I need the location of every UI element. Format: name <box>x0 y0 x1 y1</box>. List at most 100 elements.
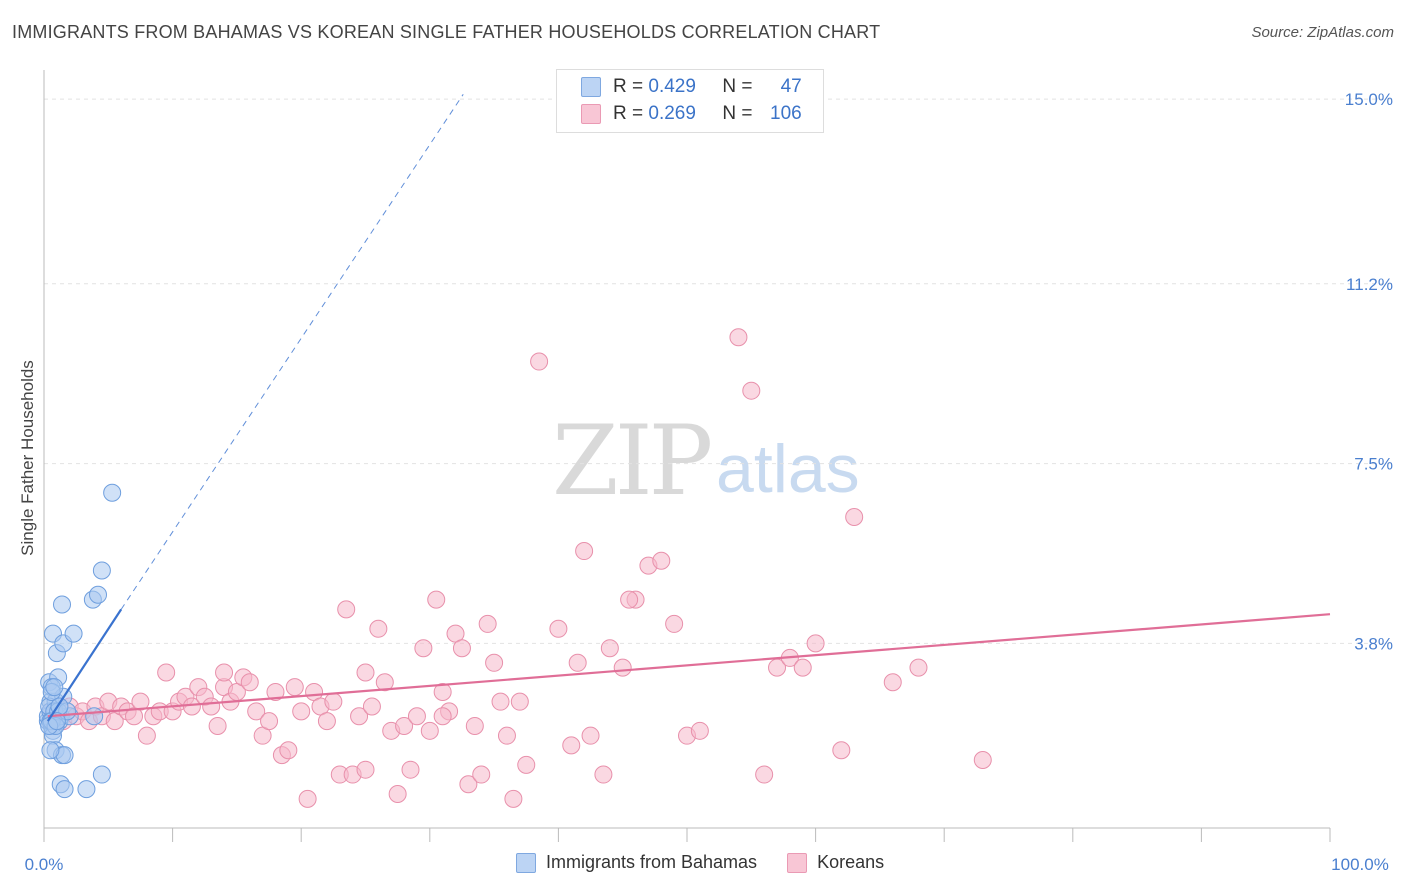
y-tick-label: 7.5% <box>1354 455 1393 474</box>
korean-point <box>388 784 407 803</box>
series-legend-label: Koreans <box>817 852 885 872</box>
y-tick-label: 11.2% <box>1346 275 1393 294</box>
korean-point <box>562 736 581 755</box>
korean-point <box>832 741 851 760</box>
korean-point <box>465 716 484 735</box>
korean-point <box>478 614 497 633</box>
korean-point <box>575 542 594 561</box>
bahamas-point <box>41 741 60 760</box>
stats-legend: R = 0.429 N = 47 R = 0.269 N = 106 <box>556 69 824 133</box>
korean-point <box>581 726 600 745</box>
bahamas-point <box>89 585 108 604</box>
korean-point <box>260 712 279 731</box>
korean-point <box>485 653 504 672</box>
series-legend-koreans[interactable]: Koreans <box>787 852 884 873</box>
legend-r-value: 0.429 <box>648 76 696 97</box>
korean-point <box>459 775 478 794</box>
korean-point <box>350 707 369 726</box>
bahamas-point <box>92 561 111 580</box>
korean-point <box>729 328 748 347</box>
korean-point <box>401 760 420 779</box>
bahamas-point <box>77 780 96 799</box>
legend-r-label: R = <box>613 103 649 124</box>
korean-point <box>690 721 709 740</box>
bahamas-point <box>45 678 64 697</box>
legend-n-label: N = <box>722 76 758 97</box>
korean-point <box>215 663 234 682</box>
korean-point <box>208 716 227 735</box>
series-legend-bahamas[interactable]: Immigrants from Bahamas <box>516 852 757 873</box>
legend-n-value: 106 <box>770 103 802 124</box>
korean-point <box>375 673 394 692</box>
legend-swatch-bahamas <box>581 77 601 97</box>
korean-point <box>202 697 221 716</box>
x-tick-label-min: 0.0% <box>25 855 64 874</box>
bahamas-point <box>53 595 72 614</box>
korean-point <box>665 614 684 633</box>
korean-point <box>433 707 452 726</box>
korean-point <box>427 590 446 609</box>
korean-point <box>568 653 587 672</box>
series-legend: Immigrants from Bahamas Koreans <box>516 852 914 873</box>
korean-point <box>594 765 613 784</box>
korean-point <box>491 692 510 711</box>
series-swatch-koreans <box>787 852 808 873</box>
korean-point <box>279 741 298 760</box>
series-legend-label: Immigrants from Bahamas <box>546 852 758 872</box>
bahamas-point <box>64 624 83 643</box>
legend-row-koreans: R = 0.269 N = 106 <box>581 102 802 126</box>
korean-point <box>395 716 414 735</box>
legend-row-bahamas: R = 0.429 N = 47 <box>581 75 802 99</box>
korean-point <box>407 707 426 726</box>
bahamas-point <box>92 765 111 784</box>
chart-title: IMMIGRANTS FROM BAHAMAS VS KOREAN SINGLE… <box>12 22 881 42</box>
korean-point <box>755 765 774 784</box>
korean-point <box>620 590 639 609</box>
korean-point <box>324 692 343 711</box>
korean-point <box>369 619 388 638</box>
korean-point <box>356 663 375 682</box>
korean-point <box>793 658 812 677</box>
korean-point <box>240 673 259 692</box>
korean-point <box>247 702 266 721</box>
korean-point <box>362 697 381 716</box>
korean-point <box>806 634 825 653</box>
korean-point <box>414 639 433 658</box>
korean-point <box>292 702 311 721</box>
korean-point <box>973 750 992 769</box>
watermark-zip: ZIP <box>552 405 713 517</box>
korean-point <box>356 760 375 779</box>
source-label: Source: ZipAtlas.com <box>1251 24 1394 41</box>
korean-point <box>131 692 150 711</box>
x-tick-label-max: 100.0% <box>1331 855 1389 874</box>
korean-point <box>613 658 632 677</box>
korean-point <box>504 789 523 808</box>
korean-point <box>883 673 902 692</box>
legend-swatch-koreans <box>581 104 601 124</box>
korean-point <box>909 658 928 677</box>
korean-point <box>472 765 491 784</box>
korean-point <box>530 352 549 371</box>
korean-point <box>517 755 536 774</box>
y-tick-label: 3.8% <box>1354 634 1393 653</box>
korean-point <box>497 726 516 745</box>
series-swatch-bahamas <box>516 852 536 873</box>
y-tick-label: 15.0% <box>1345 90 1393 109</box>
korean-point <box>600 639 619 658</box>
korean-point <box>452 639 471 658</box>
korean-point <box>317 712 336 731</box>
bahamas-point <box>103 483 122 502</box>
korean-point <box>157 663 176 682</box>
korean-point <box>549 619 568 638</box>
korean-point <box>420 721 439 740</box>
korean-point <box>298 789 317 808</box>
korean-point <box>742 381 761 400</box>
bahamas-point <box>55 780 74 799</box>
korean-point <box>285 678 304 697</box>
korean-point <box>137 726 156 745</box>
korean-point <box>337 600 356 619</box>
korean-point <box>845 508 864 527</box>
legend-n-label: N = <box>722 103 758 124</box>
bahamas-trendline <box>46 608 123 722</box>
